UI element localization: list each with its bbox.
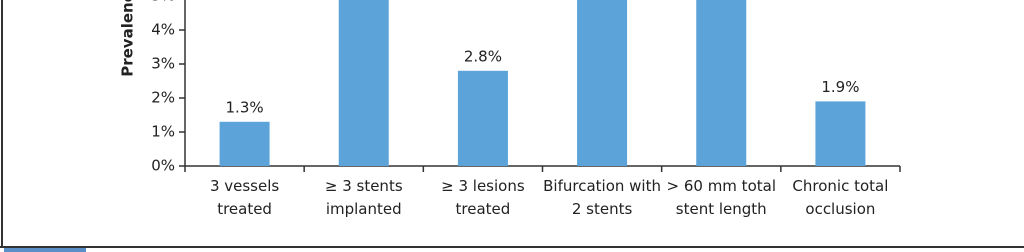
y-tick-label: 4% xyxy=(151,21,175,39)
x-tick-label: ≥ 3 stents implanted xyxy=(324,177,403,218)
value-label: 1.3% xyxy=(226,98,264,116)
bar xyxy=(457,70,508,166)
x-tick-label: Bifurcation with 2 stents xyxy=(543,177,661,218)
bar xyxy=(696,0,747,166)
value-label: 2.8% xyxy=(464,47,502,65)
x-tick-label: Chronic total occlusion xyxy=(792,177,889,218)
bar xyxy=(338,0,389,166)
bar xyxy=(219,121,270,166)
x-tick-label: > 60 mm total stent length xyxy=(666,177,776,218)
bar xyxy=(577,0,628,166)
y-tick-label: 1% xyxy=(151,123,175,141)
y-tick-label: 2% xyxy=(151,89,175,107)
x-tick-label: 3 vessels treated xyxy=(209,177,280,218)
y-tick-label: 3% xyxy=(151,55,175,73)
value-label: 1.9% xyxy=(821,78,859,96)
x-tick-label: ≥ 3 lesions treated xyxy=(441,177,525,218)
footer-tab xyxy=(4,248,86,252)
bar xyxy=(815,101,866,166)
y-tick-label: 5% xyxy=(151,0,175,5)
y-tick-label: 0% xyxy=(151,157,175,175)
y-axis-label: Prevalence xyxy=(119,0,137,77)
